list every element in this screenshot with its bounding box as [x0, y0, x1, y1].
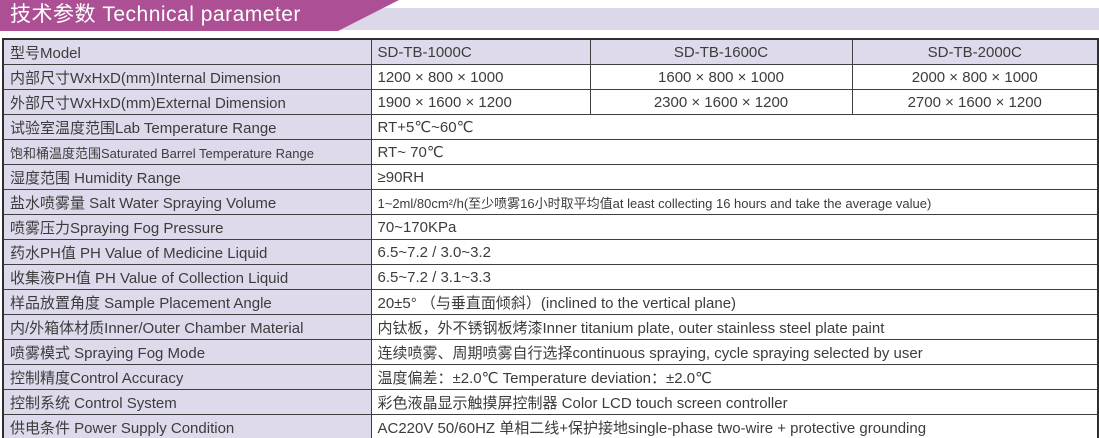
table-row-spraying-fog-mode: 喷雾模式 Spraying Fog Mode 连续喷雾、周期喷雾自行选择cont… — [2, 339, 1099, 365]
row-label: 内部尺寸WxHxD(mm)Internal Dimension — [2, 64, 372, 90]
row-label: 盐水喷雾量 Salt Water Spraying Volume — [2, 189, 372, 215]
table-row-control-system: 控制系统 Control System 彩色液晶显示触摸屏控制器 Color L… — [2, 389, 1099, 415]
spec-value: RT+5℃~60℃ — [370, 114, 1099, 140]
row-label: 控制精度Control Accuracy — [2, 364, 372, 390]
table-row-ph-collection-liquid: 收集液PH值 PH Value of Collection Liquid 6.5… — [2, 264, 1099, 290]
spec-value: 20±5° （与垂直面倾斜）(inclined to the vertical … — [370, 289, 1099, 315]
section-title: 技术参数 Technical parameter — [10, 3, 301, 26]
row-label: 喷雾模式 Spraying Fog Mode — [2, 339, 372, 365]
table-row-power-supply-condition: 供电条件 Power Supply Condition AC220V 50/60… — [2, 414, 1099, 438]
table-row-ph-medicine-liquid: 药水PH值 PH Value of Medicine Liquid 6.5~7.… — [2, 239, 1099, 265]
spec-value: 内钛板，外不锈钢板烤漆Inner titanium plate, outer s… — [370, 314, 1099, 340]
row-label: 控制系统 Control System — [2, 389, 372, 415]
technical-parameter-table: 型号Model SD-TB-1000C SD-TB-1600C SD-TB-20… — [2, 38, 1099, 438]
row-label-model: 型号Model — [2, 38, 372, 65]
spec-value: 彩色液晶显示触摸屏控制器 Color LCD touch screen cont… — [370, 389, 1099, 415]
dimension-value: 2300 × 1600 × 1200 — [589, 89, 853, 115]
row-label: 喷雾压力Spraying Fog Pressure — [2, 214, 372, 240]
row-label: 供电条件 Power Supply Condition — [2, 414, 372, 438]
spec-value: 1~2ml/80cm²/h(至少喷雾16小时取平均值at least colle… — [370, 189, 1099, 215]
dimension-value: 2000 × 800 × 1000 — [851, 64, 1099, 90]
section-banner: 技术参数 Technical parameter — [0, 0, 399, 31]
row-label: 外部尺寸WxHxD(mm)External Dimension — [2, 89, 372, 115]
row-label: 收集液PH值 PH Value of Collection Liquid — [2, 264, 372, 290]
table-row-sample-placement-angle: 样品放置角度 Sample Placement Angle 20±5° （与垂直… — [2, 289, 1099, 315]
table-row-chamber-material: 内/外箱体材质Inner/Outer Chamber Material 内钛板，… — [2, 314, 1099, 340]
dimension-value: 1600 × 800 × 1000 — [589, 64, 853, 90]
table-row-control-accuracy: 控制精度Control Accuracy 温度偏差：±2.0℃ Temperat… — [2, 364, 1099, 390]
spec-value: 温度偏差：±2.0℃ Temperature deviation：±2.0℃ — [370, 364, 1099, 390]
spec-value: AC220V 50/60HZ 单相二线+保护接地single-phase two… — [370, 414, 1099, 438]
dimension-value: 1200 × 800 × 1000 — [370, 64, 591, 90]
row-label: 饱和桶温度范围Saturated Barrel Temperature Rang… — [2, 139, 372, 165]
banner-decorative-strip — [320, 8, 1099, 30]
spec-value: ≥90RH — [370, 164, 1099, 190]
table-row-internal-dimension: 内部尺寸WxHxD(mm)Internal Dimension 1200 × 8… — [2, 64, 1099, 90]
model-cell-2: SD-TB-1600C — [589, 38, 853, 65]
dimension-value: 1900 × 1600 × 1200 — [370, 89, 591, 115]
spec-value: RT~ 70℃ — [370, 139, 1099, 165]
table-row-saturated-barrel-temperature: 饱和桶温度范围Saturated Barrel Temperature Rang… — [2, 139, 1099, 165]
table-row-external-dimension: 外部尺寸WxHxD(mm)External Dimension 1900 × 1… — [2, 89, 1099, 115]
table-row-spraying-fog-pressure: 喷雾压力Spraying Fog Pressure 70~170KPa — [2, 214, 1099, 240]
model-header-row: 型号Model SD-TB-1000C SD-TB-1600C SD-TB-20… — [2, 38, 1099, 65]
row-label: 试验室温度范围Lab Temperature Range — [2, 114, 372, 140]
row-label: 药水PH值 PH Value of Medicine Liquid — [2, 239, 372, 265]
table-row-humidity-range: 湿度范围 Humidity Range ≥90RH — [2, 164, 1099, 190]
spec-value: 6.5~7.2 / 3.0~3.2 — [370, 239, 1099, 265]
row-label: 湿度范围 Humidity Range — [2, 164, 372, 190]
dimension-value: 2700 × 1600 × 1200 — [851, 89, 1099, 115]
model-cell-3: SD-TB-2000C — [851, 38, 1099, 65]
row-label: 样品放置角度 Sample Placement Angle — [2, 289, 372, 315]
table-row-lab-temperature-range: 试验室温度范围Lab Temperature Range RT+5℃~60℃ — [2, 114, 1099, 140]
spec-value: 6.5~7.2 / 3.1~3.3 — [370, 264, 1099, 290]
model-cell-1: SD-TB-1000C — [370, 38, 591, 65]
table-row-salt-water-spraying-volume: 盐水喷雾量 Salt Water Spraying Volume 1~2ml/8… — [2, 189, 1099, 215]
row-label: 内/外箱体材质Inner/Outer Chamber Material — [2, 314, 372, 340]
spec-value: 70~170KPa — [370, 214, 1099, 240]
spec-value: 连续喷雾、周期喷雾自行选择continuous spraying, cycle … — [370, 339, 1099, 365]
